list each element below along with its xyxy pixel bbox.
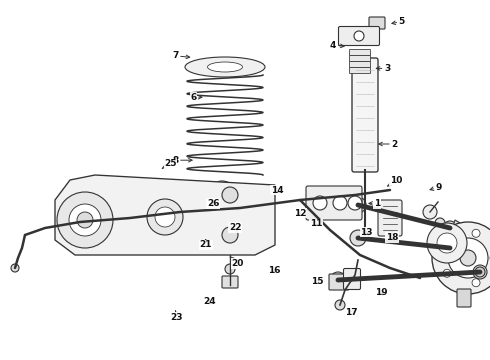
- Ellipse shape: [207, 62, 243, 72]
- Circle shape: [333, 196, 347, 210]
- Text: 11: 11: [310, 220, 322, 229]
- Circle shape: [475, 267, 485, 277]
- FancyBboxPatch shape: [329, 274, 349, 290]
- Circle shape: [222, 187, 238, 203]
- Circle shape: [460, 250, 476, 266]
- Text: 2: 2: [379, 140, 397, 149]
- FancyBboxPatch shape: [222, 276, 238, 288]
- Text: 7: 7: [172, 51, 190, 60]
- Circle shape: [472, 229, 480, 237]
- Circle shape: [448, 238, 488, 278]
- Circle shape: [11, 264, 19, 272]
- FancyBboxPatch shape: [349, 62, 370, 68]
- Circle shape: [443, 239, 451, 247]
- Circle shape: [330, 272, 346, 288]
- FancyBboxPatch shape: [352, 58, 378, 172]
- FancyBboxPatch shape: [306, 186, 362, 220]
- Text: 12: 12: [294, 209, 306, 218]
- FancyBboxPatch shape: [343, 269, 361, 289]
- FancyBboxPatch shape: [349, 50, 370, 55]
- Text: 16: 16: [268, 266, 281, 275]
- Text: 15: 15: [311, 277, 324, 286]
- Text: 22: 22: [229, 223, 242, 232]
- Circle shape: [443, 221, 457, 235]
- Circle shape: [225, 264, 235, 274]
- Circle shape: [77, 212, 93, 228]
- Circle shape: [350, 197, 366, 213]
- Circle shape: [435, 218, 445, 228]
- Polygon shape: [445, 220, 485, 280]
- FancyBboxPatch shape: [457, 289, 471, 307]
- FancyBboxPatch shape: [349, 55, 370, 62]
- Circle shape: [57, 192, 113, 248]
- Text: 10: 10: [388, 176, 402, 186]
- FancyBboxPatch shape: [339, 27, 379, 45]
- Circle shape: [437, 233, 457, 253]
- Circle shape: [348, 196, 362, 210]
- Circle shape: [432, 222, 490, 294]
- Circle shape: [427, 223, 467, 263]
- Text: 8: 8: [172, 156, 192, 165]
- Text: 1: 1: [369, 199, 380, 208]
- Circle shape: [335, 300, 345, 310]
- Circle shape: [443, 241, 457, 255]
- Text: 19: 19: [375, 288, 388, 297]
- FancyBboxPatch shape: [369, 17, 385, 29]
- Polygon shape: [55, 175, 275, 255]
- Text: 18: 18: [386, 232, 398, 242]
- Polygon shape: [204, 185, 240, 199]
- Circle shape: [354, 31, 364, 41]
- Ellipse shape: [192, 192, 252, 206]
- Circle shape: [472, 279, 480, 287]
- Ellipse shape: [185, 57, 265, 77]
- Circle shape: [313, 196, 327, 210]
- FancyBboxPatch shape: [349, 68, 370, 73]
- Circle shape: [443, 269, 451, 277]
- Text: 25: 25: [162, 159, 177, 168]
- Text: 13: 13: [360, 228, 373, 237]
- Text: 26: 26: [207, 199, 220, 208]
- Text: 4: 4: [330, 41, 344, 50]
- Circle shape: [69, 204, 101, 236]
- Circle shape: [361, 231, 369, 239]
- Text: 21: 21: [199, 239, 212, 249]
- Text: 14: 14: [270, 186, 283, 195]
- Circle shape: [473, 265, 487, 279]
- Circle shape: [155, 207, 175, 227]
- Text: 3: 3: [376, 64, 390, 73]
- Text: 17: 17: [345, 308, 358, 317]
- Text: 23: 23: [170, 311, 183, 322]
- Text: 9: 9: [430, 183, 442, 192]
- Circle shape: [147, 199, 183, 235]
- Text: 24: 24: [203, 297, 216, 306]
- Text: 20: 20: [230, 257, 244, 268]
- FancyBboxPatch shape: [378, 200, 402, 236]
- Circle shape: [350, 230, 366, 246]
- Text: 6: 6: [191, 93, 202, 102]
- Ellipse shape: [214, 181, 230, 189]
- Text: 5: 5: [392, 17, 405, 26]
- Circle shape: [423, 205, 437, 219]
- Circle shape: [222, 227, 238, 243]
